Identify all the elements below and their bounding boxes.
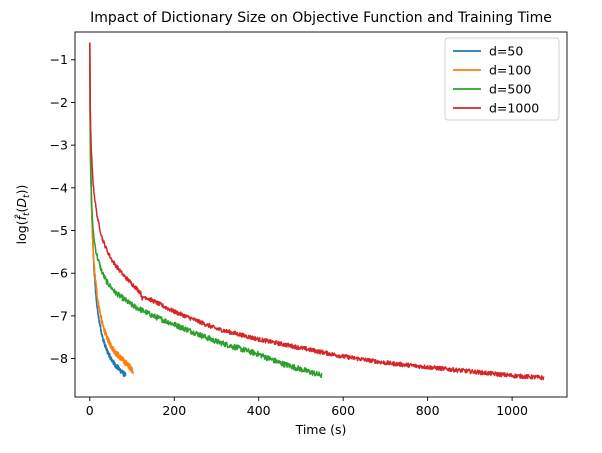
series-line-d-500: [89, 42, 323, 379]
x-tick-label: 1000: [496, 403, 528, 418]
x-axis-label: Time (s): [295, 422, 347, 437]
y-tick-label: −3: [50, 138, 68, 153]
legend: d=50 d=100 d=500 d=1000: [444, 37, 560, 121]
x-tick-label: 400: [247, 403, 271, 418]
legend-box: [444, 37, 560, 121]
legend-label: d=50: [489, 44, 523, 59]
y-tick-label: −1: [50, 52, 68, 67]
legend-label: d=1000: [489, 101, 539, 116]
y-tick-label: −6: [50, 266, 68, 281]
x-axis: 0 200 400 600 800 1000: [86, 397, 528, 418]
series-line-d-1000: [89, 42, 545, 381]
x-tick-label: 0: [86, 403, 94, 418]
chart-title: Impact of Dictionary Size on Objective F…: [90, 10, 552, 26]
y-tick-label: −5: [50, 223, 68, 238]
x-tick-label: 800: [416, 403, 440, 418]
y-tick-label: −8: [50, 351, 68, 366]
x-tick-label: 600: [331, 403, 355, 418]
y-tick-label: −2: [50, 95, 68, 110]
series-line-d-100: [89, 42, 134, 375]
series-line-d-50: [89, 42, 127, 378]
legend-label: d=100: [489, 63, 531, 78]
y-tick-label: −4: [50, 180, 68, 195]
y-axis: −1 −2 −3 −4 −5 −6 −7 −8: [50, 52, 75, 366]
x-tick-label: 200: [162, 403, 186, 418]
series-layer: [89, 42, 545, 381]
y-axis-label: log(f̂t(Dt)): [14, 185, 32, 245]
legend-label: d=500: [489, 82, 531, 97]
y-tick-label: −7: [50, 308, 68, 323]
plot-frame: [74, 31, 568, 398]
